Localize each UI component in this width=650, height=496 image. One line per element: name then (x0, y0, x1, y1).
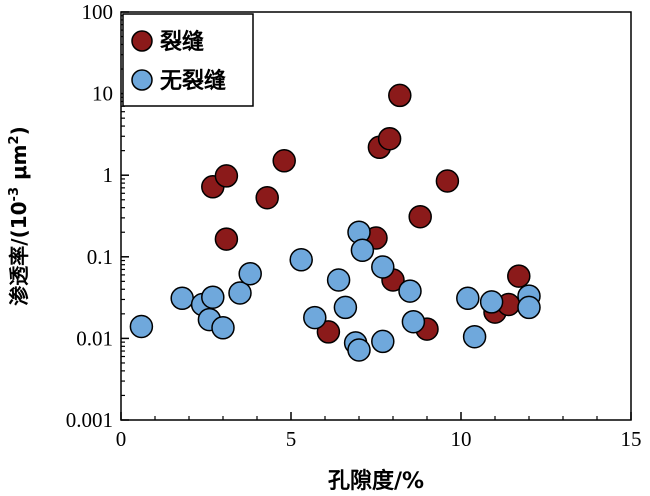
x-axis-label: 孔隙度/% (328, 468, 424, 494)
x-tick-label: 15 (621, 427, 642, 451)
y-tick-label: 0.01 (76, 326, 113, 350)
fractured-point (377, 126, 402, 151)
y-label-exp: -3 (7, 187, 22, 201)
y-tick-label: 0.001 (66, 408, 113, 432)
y-tick-label: 100 (82, 0, 114, 24)
y-tick-label: 1 (103, 163, 114, 187)
unfractured-point (462, 324, 487, 349)
legend-box (122, 13, 254, 107)
fractured-point (214, 164, 239, 188)
unfractured-point (517, 295, 541, 320)
unfractured-point (326, 268, 351, 292)
legend: 裂缝 无裂缝 (122, 13, 254, 107)
fractured-point (255, 185, 279, 210)
unfractured-point (170, 286, 194, 311)
y-tick-label: 0.1 (87, 245, 113, 269)
points-layer (129, 83, 541, 362)
fractured-point (435, 169, 460, 193)
legend-marker-fractured (131, 30, 153, 52)
unfractured-point (371, 329, 395, 354)
x-tick-label: 0 (116, 427, 127, 451)
y-label-unit-exp: 2 (7, 135, 22, 144)
unfractured-point (303, 305, 327, 330)
unfractured-point (401, 309, 426, 334)
unfractured-point (228, 281, 252, 305)
y-axis-label: 渗透率/(10-3 μm2) (7, 126, 31, 305)
unfractured-point (289, 248, 313, 272)
fractured-point (408, 204, 432, 229)
fractured-point (316, 320, 341, 344)
legend-marker-unfractured (131, 69, 153, 91)
legend-label-unfractured: 无裂缝 (160, 68, 226, 94)
unfractured-point (211, 316, 235, 340)
y-label-close: ) (7, 126, 31, 135)
fractured-point (272, 149, 296, 173)
fractured-point (388, 83, 412, 108)
unfractured-point (371, 255, 395, 279)
unfractured-point (238, 261, 262, 286)
x-tick-label: 10 (451, 427, 472, 451)
unfractured-point (456, 286, 480, 311)
unfractured-point (333, 295, 358, 320)
plot-frame (120, 11, 632, 421)
unfractured-point (398, 279, 422, 303)
unfractured-point (201, 285, 225, 309)
fractured-point (507, 264, 531, 288)
unfractured-point (350, 238, 375, 263)
legend-label-fractured: 裂缝 (160, 29, 204, 55)
y-tick-label: 10 (92, 82, 113, 106)
fractured-point (214, 227, 239, 251)
unfractured-point (347, 338, 371, 362)
y-label-unit: μm (7, 144, 31, 187)
x-tick-label: 5 (286, 427, 297, 451)
unfractured-point (129, 314, 154, 339)
unfractured-point (479, 290, 504, 314)
y-label-main: 渗透率/(10 (7, 201, 31, 305)
